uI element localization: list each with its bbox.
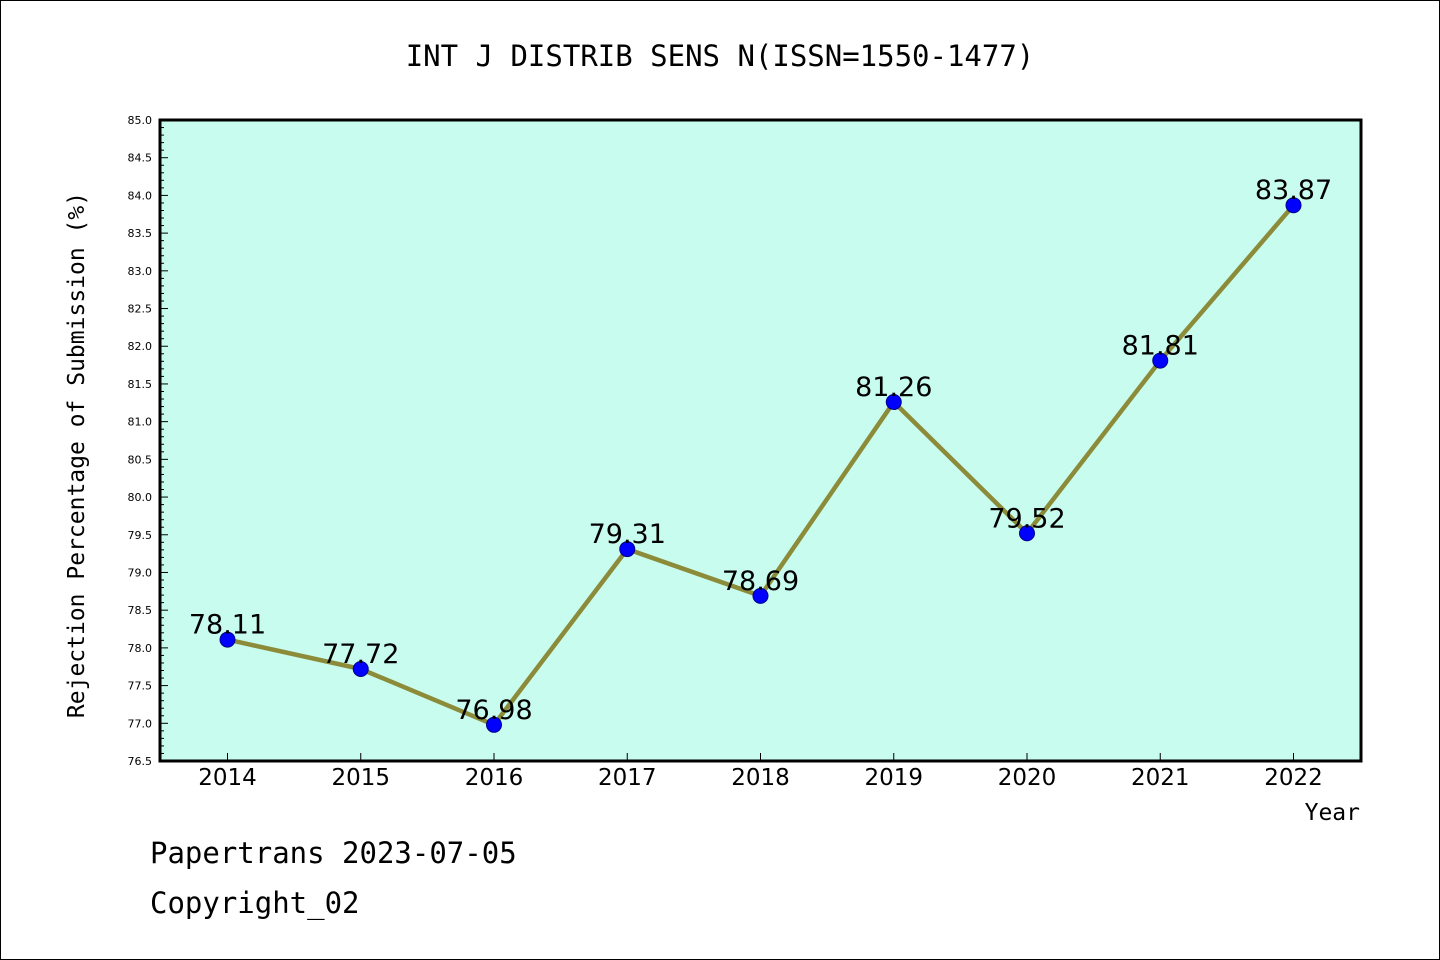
plot-border [158,118,1363,763]
data-point [752,587,769,604]
y-tick-label: 81.5 [128,378,153,391]
x-tick-label: 2022 [1264,765,1323,791]
data-point [1019,525,1035,542]
data-point [486,716,502,733]
y-tick-label: 80.0 [128,491,153,504]
data-label: 81.81 [1122,331,1199,362]
y-tick-label: 77.0 [128,717,153,730]
x-tick-label: 2016 [465,765,524,791]
x-tick-label: 2021 [1131,765,1190,791]
data-markers [219,197,1302,733]
y-tick-label: 80.5 [128,453,153,466]
data-point [1152,352,1169,369]
y-tick-label: 83.0 [128,265,153,278]
data-label: 77.72 [322,639,399,670]
y-tick-label: 82.5 [128,303,153,316]
x-axis-label: Year [1305,800,1360,826]
data-point [885,394,902,411]
y-tick-label: 84.5 [128,152,153,165]
data-label: 83.87 [1255,175,1332,206]
footer-copyright: Copyright_02 [150,886,360,921]
data-label: 78.11 [189,610,266,641]
y-tick-label: 79.5 [128,529,153,542]
data-point [219,631,236,648]
x-tick-label: 2020 [998,765,1057,791]
data-label: 81.26 [855,372,932,403]
data-label: 78.69 [722,566,799,597]
data-label: 79.52 [988,503,1065,534]
footer-date: Papertrans 2023-07-05 [150,836,517,870]
y-tick-label: 82.0 [128,340,153,353]
y-tick-label: 85.0 [128,114,153,127]
x-axis: 2014 2015 2016 2017 2018 2019 2020 2021 2022 [198,753,1323,791]
x-tick-label: 2019 [864,765,923,791]
x-tick-label: 2014 [198,765,257,791]
y-tick-label: 77.5 [128,680,153,693]
y-axis: 76.5 77.0 77.5 78.0 78.5 79.0 79.5 80.0 80.5 81.0… [128,114,168,768]
y-tick-label: 78.5 [128,604,153,617]
y-tick-label: 81.0 [128,416,153,429]
plot-area [160,120,1361,761]
y-tick-label: 83.5 [128,227,153,240]
y-tick-label: 76.5 [128,755,153,768]
chart-title: INT J DISTRIB SENS N(ISSN=1550-1477) [406,39,1035,73]
data-point [352,660,369,677]
data-label: 76.98 [455,695,532,726]
x-tick-label: 2015 [331,765,390,791]
data-label: 79.31 [589,519,666,550]
y-tick-label: 84.0 [128,189,153,202]
data-point [619,541,636,558]
y-tick-label: 78.0 [128,642,153,655]
data-point [1285,197,1302,214]
y-axis-label: Rejection Percentage of Submission (%) [64,192,90,718]
x-tick-label: 2017 [598,765,657,791]
x-tick-label: 2018 [731,765,790,791]
data-labels: 78.11 77.72 76.98 79.31 78.69 81.26 79.52 81.81… [189,175,1332,726]
y-tick-label: 79.0 [128,566,153,579]
